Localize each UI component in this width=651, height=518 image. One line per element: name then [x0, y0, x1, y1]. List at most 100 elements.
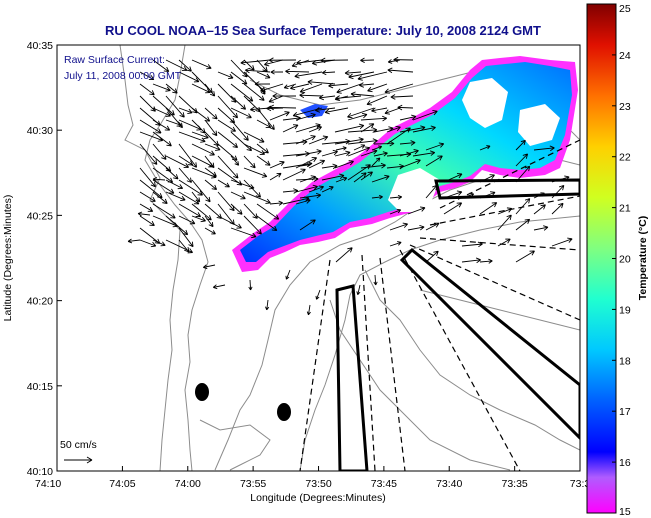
current-vector: [230, 119, 249, 141]
current-vector: [389, 222, 408, 231]
current-vector: [515, 198, 531, 215]
current-vector: [152, 131, 172, 147]
current-vector: [245, 67, 271, 74]
current-vector: [443, 202, 463, 215]
current-vector: [393, 56, 414, 63]
current-vector: [533, 145, 555, 152]
current-vector: [371, 107, 388, 113]
current-vector: [299, 175, 316, 183]
current-vector: [264, 59, 284, 67]
current-vector: [497, 238, 511, 247]
annotation-line-1: Raw Surface Current:: [64, 54, 165, 66]
current-vector: [204, 119, 218, 137]
current-vector: [336, 83, 362, 94]
current-vector: [178, 143, 198, 168]
current-vector: [269, 111, 290, 121]
current-vector: [299, 92, 323, 99]
current-vector: [217, 107, 236, 124]
current-vector: [291, 59, 310, 68]
current-vector: [152, 239, 166, 247]
current-vector: [479, 191, 496, 199]
current-vector: [139, 239, 157, 248]
current-vector: [230, 203, 243, 215]
current-vector: [335, 247, 353, 263]
current-vector: [371, 194, 383, 200]
current-vector: [371, 145, 383, 151]
current-vector: [254, 81, 271, 87]
survey-box-vertical: [335, 284, 369, 471]
current-vector: [399, 114, 417, 121]
current-vector: [515, 153, 529, 167]
shelf-contour-8: [199, 419, 271, 471]
current-vector: [152, 203, 176, 219]
survey-box-north: [434, 178, 580, 200]
current-vector: [412, 109, 438, 121]
current-vector: [256, 59, 268, 72]
current-vector: [479, 174, 495, 183]
current-vector: [315, 289, 321, 300]
current-vector: [152, 119, 171, 131]
current-vector: [295, 135, 316, 145]
current-vector: [425, 184, 438, 199]
current-vector: [320, 57, 349, 64]
current-vector: [348, 71, 375, 80]
current-vector: [308, 135, 329, 145]
current-vector: [178, 71, 200, 83]
current-vector: [269, 160, 285, 169]
current-vector: [318, 94, 336, 101]
current-vector: [296, 59, 323, 66]
current-vector: [204, 179, 218, 191]
current-vector: [308, 125, 322, 133]
current-vector: [204, 131, 219, 147]
current-vector: [282, 168, 306, 181]
current-vector: [399, 140, 416, 146]
current-vector: [366, 95, 388, 106]
lat-tick-label: 40:30: [27, 125, 53, 137]
current-vector: [551, 175, 570, 183]
current-vector: [386, 125, 401, 133]
current-vector: [269, 200, 283, 206]
current-vector: [204, 143, 221, 151]
current-vector: [139, 203, 154, 212]
current-vector: [479, 145, 491, 151]
current-vector: [397, 104, 414, 111]
current-vector: [152, 143, 167, 160]
station-marker: [277, 403, 291, 421]
current-vector: [178, 227, 194, 248]
current-vector: [268, 95, 284, 103]
colorbar: 15 16 17 18 19 20 21 22 23 24 25 Temperature (°C): [586, 3, 649, 518]
lat-tick-label: 40:35: [27, 40, 53, 52]
current-vector: [353, 144, 366, 151]
current-vector: [389, 241, 402, 247]
current-vector: [243, 191, 271, 204]
current-vector: [360, 57, 375, 63]
coastline-contour-inner: [119, 45, 181, 471]
current-vector: [307, 79, 336, 85]
radial-line: [419, 237, 580, 251]
current-vector: [367, 83, 388, 93]
sst-plume-white-gap-2: [388, 168, 440, 212]
current-vector: [295, 198, 311, 205]
current-vector: [497, 207, 513, 215]
current-vector: [217, 71, 234, 80]
current-vector: [295, 184, 318, 193]
shelf-contour-2: [299, 215, 580, 471]
current-vector: [139, 71, 155, 81]
current-vector: [139, 215, 155, 227]
sst-plume-white-gap-3: [518, 104, 560, 146]
survey-box-diagonal: [399, 247, 580, 441]
current-vector: [306, 304, 311, 316]
current-vector: [283, 83, 297, 90]
survey-boxes: [335, 178, 580, 471]
shelf-contour-6: [419, 289, 580, 331]
lat-tick-label: 40:20: [27, 296, 53, 308]
current-vector: [165, 155, 189, 169]
current-vector: [461, 241, 483, 248]
current-vector: [178, 107, 193, 114]
colorbar-tick-label: 25: [619, 3, 631, 15]
current-vector: [353, 172, 367, 183]
current-vector: [178, 155, 194, 166]
current-vector: [399, 158, 421, 169]
longitude-ticks: 74:10 74:05 74:00 73:55 73:50 73:45 73:40 73:35…: [35, 466, 590, 490]
current-vector: [551, 184, 565, 199]
